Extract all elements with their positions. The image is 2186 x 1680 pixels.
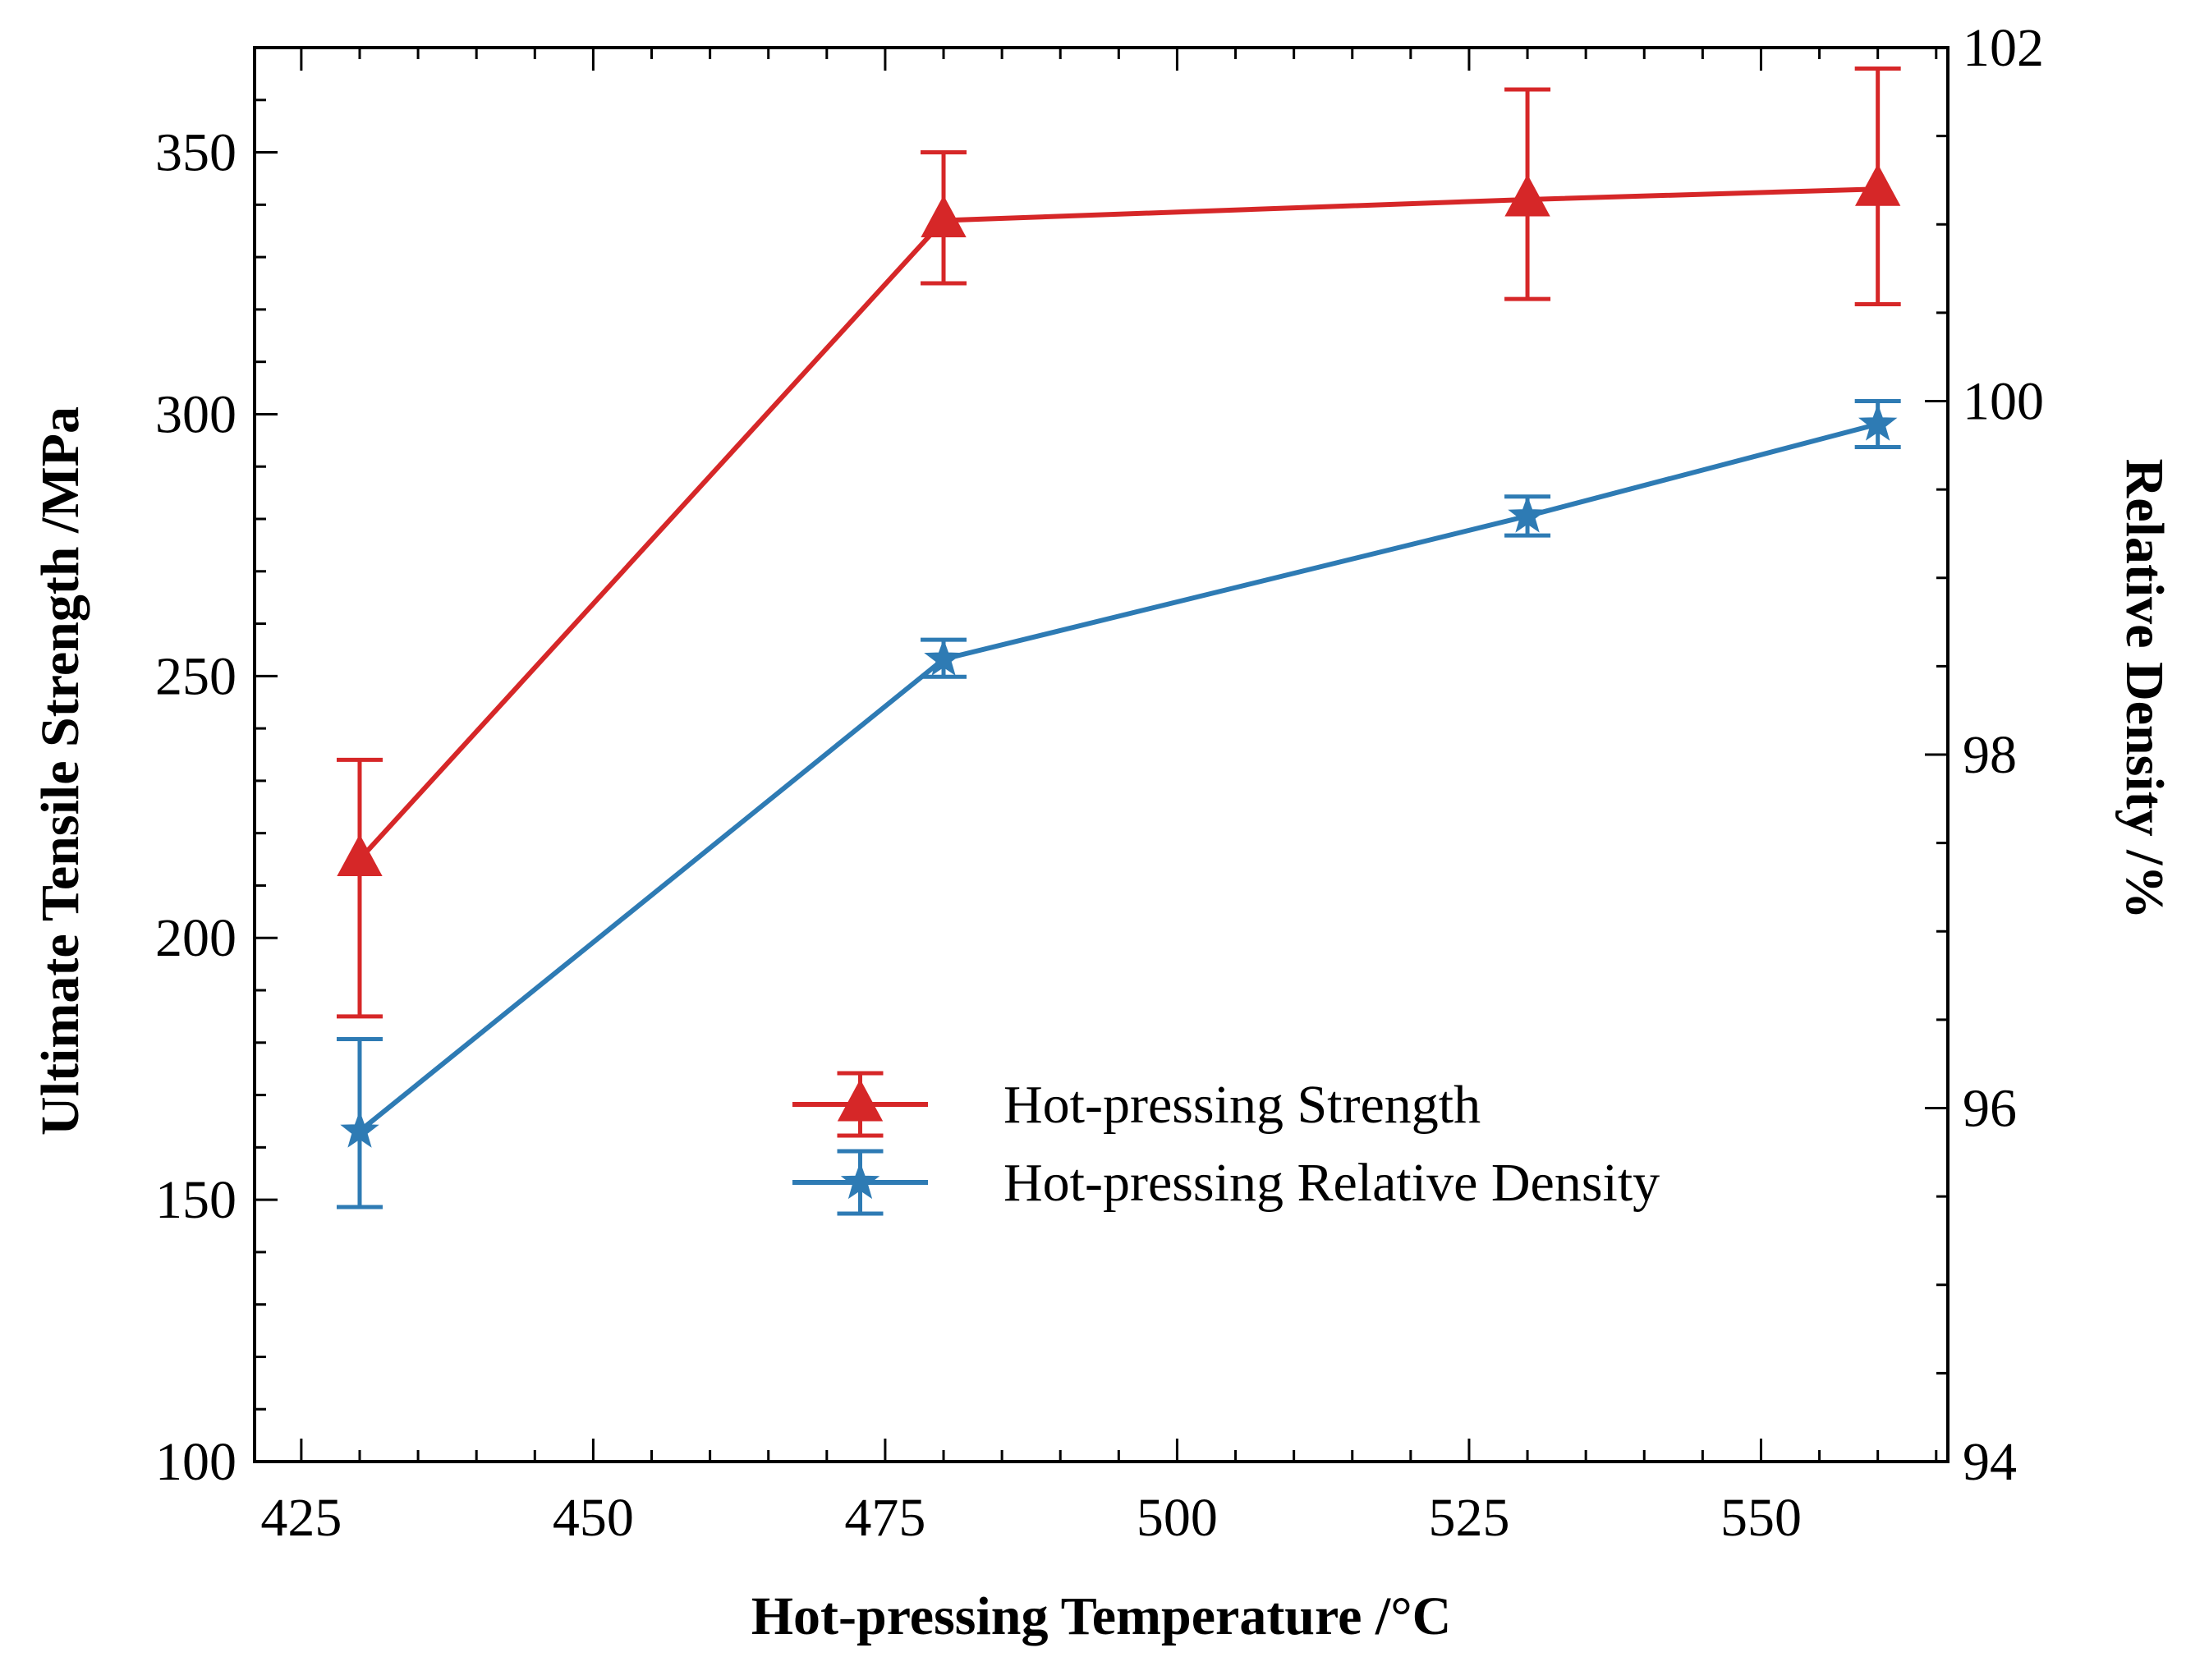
legend-marker [840, 1162, 880, 1200]
series-line [357, 186, 1878, 861]
legend-item: Hot-pressing Relative Density [792, 1149, 1660, 1216]
data-point [340, 1110, 379, 1148]
plot-frame [253, 46, 1949, 1463]
y-left-tick-label: 300 [155, 384, 237, 444]
y-left-tick-label: 250 [155, 646, 237, 706]
x-tick-label: 550 [1720, 1488, 1802, 1548]
legend-marker [837, 1079, 884, 1122]
y-right-tick-label: 102 [1963, 18, 2044, 78]
y-axis-right: 94 96 98 100 102 [1925, 18, 2044, 1492]
legend-label: Hot-pressing Relative Density [1003, 1153, 1660, 1213]
y-right-tick-label: 94 [1963, 1432, 2017, 1492]
series-line [358, 421, 1879, 1133]
x-tick-label: 525 [1428, 1488, 1509, 1548]
y-left-tick-label: 150 [155, 1170, 237, 1230]
x-tick-label: 425 [260, 1488, 342, 1548]
x-tick-label: 475 [844, 1488, 925, 1548]
legend-item: Hot-pressing Strength [792, 1071, 1481, 1138]
y-right-tick-label: 100 [1963, 372, 2044, 432]
y-left-tick-label: 100 [155, 1432, 237, 1492]
data-point [1508, 495, 1547, 533]
y-axis-left: 100 150 200 250 300 350 [155, 46, 278, 1492]
data-point [337, 833, 383, 877]
y-left-tick-label: 200 [155, 908, 237, 968]
plot-border [253, 46, 1949, 1463]
series-density [336, 399, 1901, 1210]
series-strength [336, 67, 1901, 1019]
data-point [921, 195, 967, 237]
series-layer [336, 67, 1901, 1210]
x-tick-label: 500 [1137, 1488, 1218, 1548]
x-axis: 425 450 475 500 525 550 [260, 48, 1938, 1548]
x-tick-label: 450 [553, 1488, 634, 1548]
data-point [1854, 163, 1901, 206]
data-point [1504, 174, 1550, 217]
y-right-tick-label: 96 [1963, 1079, 2017, 1139]
y-right-tick-label: 98 [1963, 725, 2017, 785]
legend: Hot-pressing Strength Hot-pressing Relati… [792, 1071, 1660, 1216]
y-left-tick-label: 350 [155, 123, 237, 183]
legend-label: Hot-pressing Strength [1003, 1075, 1481, 1135]
data-point [924, 638, 963, 676]
y-axis-left-title: Ultimate Tensile Strength /MPa [30, 406, 90, 1136]
data-point [1858, 403, 1898, 441]
y-axis-right-title: Relative Density /% [2115, 459, 2175, 920]
x-axis-title: Hot-pressing Temperature /°C [751, 1586, 1452, 1646]
